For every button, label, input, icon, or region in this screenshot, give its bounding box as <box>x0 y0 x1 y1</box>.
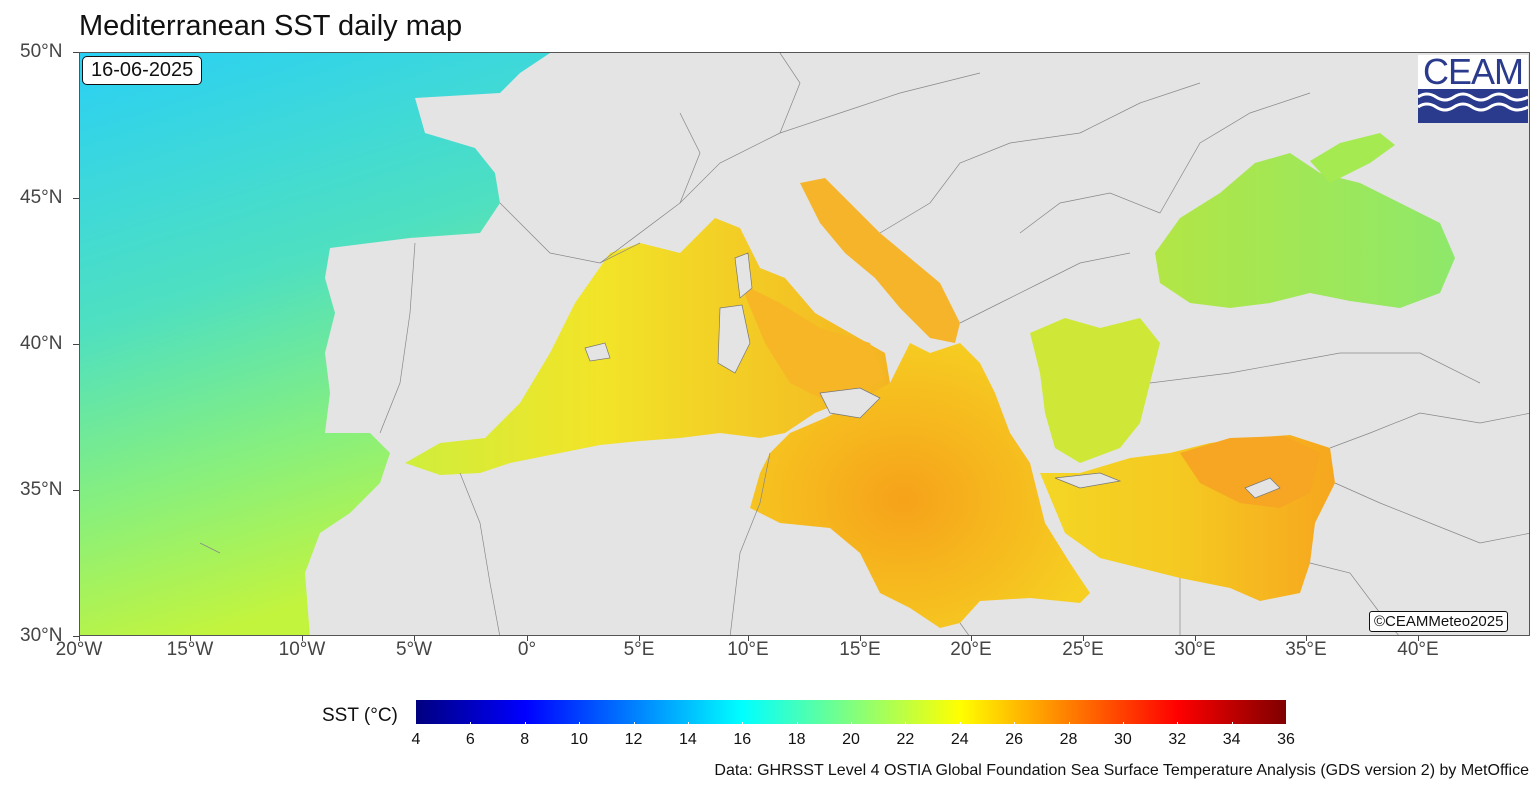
lat-tick <box>73 490 79 491</box>
lat-label-30n: 30°N <box>20 625 63 646</box>
corsica-island <box>734 252 753 299</box>
lat-label-40n: 40°N <box>20 333 63 354</box>
logo-waves-icon <box>1418 89 1528 123</box>
lat-tick <box>73 636 79 637</box>
colorbar-tick-label: 4 <box>411 731 421 748</box>
colorbar-tick-mark <box>959 722 961 726</box>
country-borders <box>199 53 1529 635</box>
lat-label-45n: 45°N <box>20 187 63 208</box>
lon-tick <box>639 636 640 641</box>
colorbar-tick-label: 16 <box>733 731 752 748</box>
lon-label-0: 0° <box>517 639 537 660</box>
copyright-label: ©CEAMMeteo2025 <box>1369 611 1509 632</box>
colorbar-tick-mark <box>796 722 798 726</box>
ceam-logo: CEAM <box>1418 51 1528 123</box>
lat-tick <box>73 198 79 199</box>
lon-label-20e: 20°E <box>950 639 992 660</box>
lon-tick <box>1195 636 1196 641</box>
colorbar-tick-label: 12 <box>624 731 643 748</box>
colorbar-tick-label: 30 <box>1113 731 1132 748</box>
colorbar-tick-mark <box>1068 722 1070 726</box>
map-title: Mediterranean SST daily map <box>79 10 463 42</box>
aegean-sea <box>1030 318 1160 463</box>
colorbar-tick-label: 34 <box>1222 731 1241 748</box>
colorbar-tick-label: 26 <box>1005 731 1024 748</box>
lon-label-30e: 30°E <box>1174 639 1216 660</box>
colorbar-tick-label: 28 <box>1059 731 1078 748</box>
sst-colorbar <box>416 700 1286 724</box>
sardinia-island <box>717 304 751 374</box>
lon-label-10w: 10°W <box>278 639 326 660</box>
lon-label-25e: 25°E <box>1062 639 1104 660</box>
colorbar-tick-label: 6 <box>465 731 475 748</box>
levantine-sea <box>1180 436 1320 508</box>
data-source-note: Data: GHRSST Level 4 OSTIA Global Founda… <box>714 762 1529 779</box>
colorbar-tick-mark <box>905 722 907 726</box>
colorbar-tick-mark <box>742 722 744 726</box>
lon-label-20w: 20°W <box>55 639 103 660</box>
sea-of-azov <box>1310 133 1395 183</box>
lat-tick <box>73 344 79 345</box>
sst-map <box>79 52 1530 636</box>
balearic-islands <box>584 342 611 362</box>
adriatic-sea <box>800 178 960 343</box>
lon-label-15e: 15°E <box>839 639 881 660</box>
sicily-island <box>819 387 881 419</box>
colorbar-tick-mark <box>687 722 689 726</box>
tyrrhenian-sea <box>740 283 885 398</box>
lon-tick <box>190 636 191 641</box>
lon-label-5e: 5°E <box>623 639 655 660</box>
colorbar-tick-mark <box>579 722 581 726</box>
logo-text: CEAM <box>1422 51 1524 92</box>
colorbar-tick-label: 20 <box>842 731 860 748</box>
colorbar-tick-mark <box>524 722 526 726</box>
colorbar-tick-mark <box>1014 722 1016 726</box>
central-mediterranean <box>750 343 1090 628</box>
lon-label-15w: 15°W <box>166 639 214 660</box>
lon-tick <box>860 636 861 641</box>
lon-tick <box>527 636 528 641</box>
colorbar-tick-mark <box>1177 722 1179 726</box>
lon-label-10e: 10°E <box>727 639 769 660</box>
lat-tick <box>73 52 79 53</box>
colorbar-tick-label: 18 <box>787 731 806 748</box>
colorbar-tick-label: 10 <box>570 731 589 748</box>
lon-tick <box>302 636 303 641</box>
lon-tick <box>1083 636 1084 641</box>
western-mediterranean <box>405 218 890 475</box>
lon-tick <box>79 636 80 641</box>
atlantic-ocean <box>80 53 550 635</box>
lon-tick <box>414 636 415 641</box>
colorbar-tick-mark <box>1122 722 1124 726</box>
lon-tick <box>1418 636 1419 641</box>
lon-tick <box>1306 636 1307 641</box>
lon-label-5w: 5°W <box>395 639 433 660</box>
sst-map-graphic <box>80 53 1529 635</box>
colorbar-tick-label: 32 <box>1168 731 1187 748</box>
colorbar-tick-label: 36 <box>1277 731 1295 748</box>
colorbar-tick-label: 8 <box>520 731 530 748</box>
colorbar-tick-mark <box>851 722 852 726</box>
cyprus-island <box>1244 477 1281 499</box>
colorbar-tick-label: 24 <box>950 731 969 748</box>
date-label: 16-06-2025 <box>82 56 203 85</box>
lat-label-50n: 50°N <box>20 41 63 62</box>
colorbar-tick-label: 22 <box>896 731 915 748</box>
lat-label-35n: 35°N <box>20 479 63 500</box>
colorbar-tick-mark <box>633 722 635 726</box>
lon-label-40e: 40°E <box>1397 639 1439 660</box>
black-sea <box>1155 153 1455 308</box>
colorbar-tick-mark <box>1231 722 1233 726</box>
colorbar-tick-mark <box>470 722 472 726</box>
crete-island <box>1054 472 1122 489</box>
colorbar-label: SST (°C) <box>322 705 398 726</box>
lon-tick <box>748 636 749 641</box>
lon-label-35e: 35°E <box>1285 639 1327 660</box>
lon-tick <box>971 636 972 641</box>
colorbar-tick-label: 14 <box>678 731 697 748</box>
